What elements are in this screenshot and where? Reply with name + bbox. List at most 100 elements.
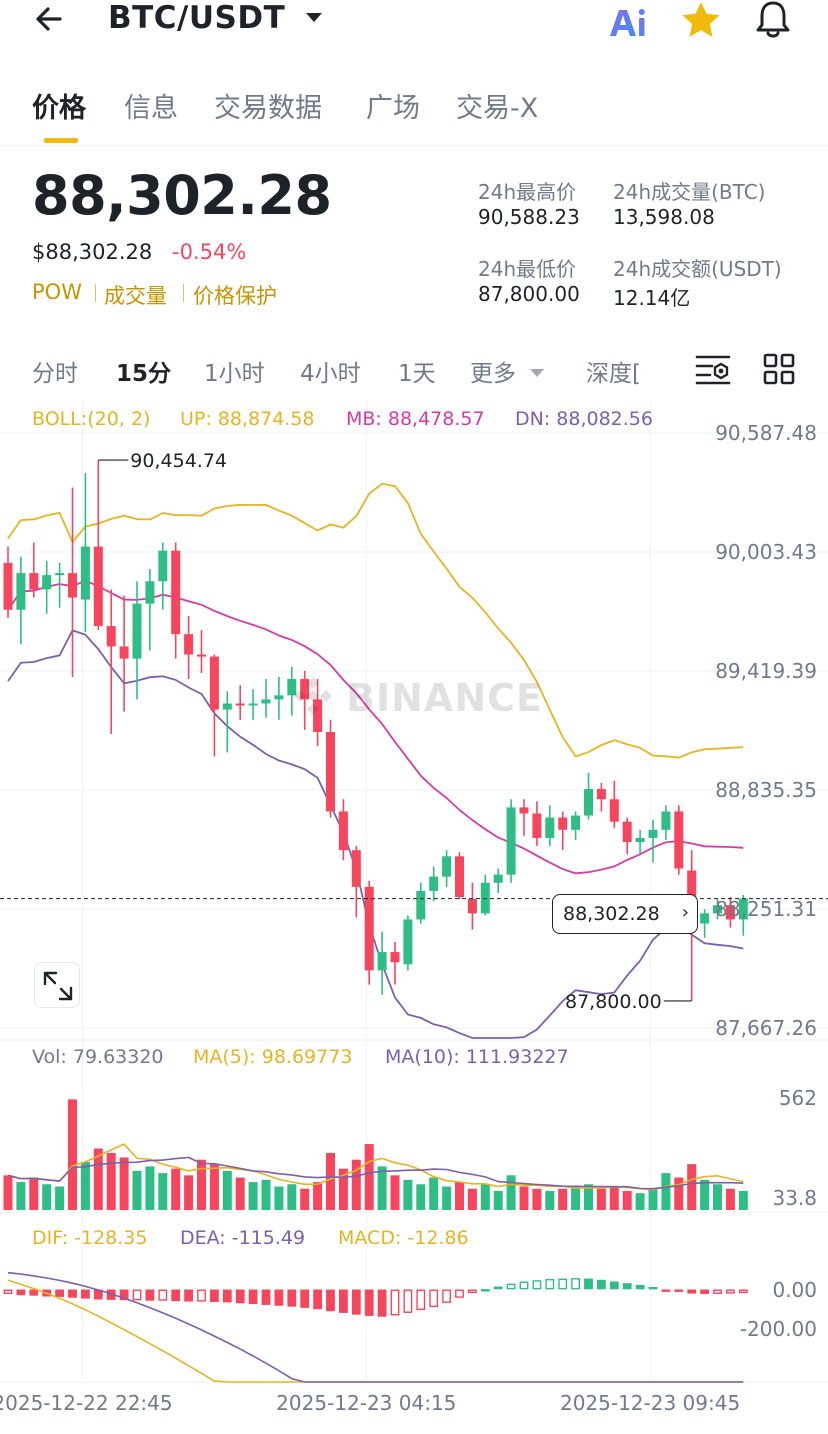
macd-histogram-bar xyxy=(403,1289,413,1313)
notification-bell-icon[interactable] xyxy=(752,0,794,40)
macd-histogram-bar xyxy=(738,1289,748,1294)
macd-histogram-bar xyxy=(519,1281,529,1290)
volume-bar xyxy=(558,1188,568,1210)
interval-more[interactable]: 更多 xyxy=(470,361,516,387)
tab-info[interactable]: 信息 xyxy=(124,93,178,124)
candle-body xyxy=(80,546,90,600)
volume-bar xyxy=(674,1177,684,1210)
interval-15m[interactable]: 15分 xyxy=(116,361,172,387)
candle-body xyxy=(197,654,206,657)
candle-body xyxy=(442,856,452,877)
boll-legend-name: BOLL:(20, 2) xyxy=(32,408,151,430)
macd-histogram-bar xyxy=(209,1289,219,1302)
macd-histogram-bar xyxy=(597,1279,606,1290)
macd-histogram-bar xyxy=(145,1289,155,1301)
macd-histogram-bar xyxy=(119,1289,129,1301)
macd-histogram-bar xyxy=(713,1289,722,1294)
high-annotation-label: 90,454.74 xyxy=(130,450,227,472)
interval-1h[interactable]: 1小时 xyxy=(204,361,265,387)
macd-histogram-bar xyxy=(184,1289,193,1302)
volume-bar xyxy=(209,1164,219,1210)
macd-histogram-bar xyxy=(609,1281,619,1290)
volume-bar xyxy=(197,1159,206,1210)
candle-body xyxy=(209,656,219,710)
volume-bar xyxy=(261,1179,271,1210)
macd-panel: 0.00 -200.00 xyxy=(3,1271,817,1383)
time-axis-label: 2025-12-23 04:15 xyxy=(276,1391,456,1415)
tag-pow[interactable]: POW xyxy=(32,280,82,304)
volume-bar xyxy=(493,1190,503,1210)
macd-legend-macd: MACD: -12.86 xyxy=(338,1227,469,1249)
time-axis-label: 2025-12-22 22:45 xyxy=(0,1391,173,1415)
volume-bar xyxy=(158,1173,168,1210)
interval-1d[interactable]: 1天 xyxy=(398,361,436,387)
fullscreen-expand-icon[interactable] xyxy=(34,962,80,1008)
interval-timeline[interactable]: 分时 xyxy=(32,361,78,387)
volume-bar xyxy=(700,1179,710,1210)
price-axis-label: 90,003.43 xyxy=(715,540,817,564)
interval-4h[interactable]: 4小时 xyxy=(300,361,361,387)
candle-body xyxy=(171,550,181,635)
volume-bar xyxy=(80,1161,90,1210)
volume-bar xyxy=(300,1188,310,1210)
volume-bar xyxy=(248,1182,258,1210)
volume-bar xyxy=(145,1166,155,1210)
macd-histogram-bar xyxy=(274,1289,284,1306)
caret-down-icon[interactable] xyxy=(528,364,546,383)
tag-price-protection[interactable]: 价格保护 xyxy=(193,284,277,308)
grid-layout-icon[interactable] xyxy=(762,352,796,386)
indicator-settings-icon[interactable] xyxy=(694,352,732,386)
pair-title[interactable]: BTC/USDT xyxy=(108,0,286,36)
caret-down-icon[interactable] xyxy=(304,10,324,29)
tab-price[interactable]: 价格 xyxy=(32,93,86,124)
macd-histogram-bar xyxy=(635,1284,645,1290)
boll-legend-up: UP: 88,874.58 xyxy=(180,408,315,430)
boll-upper-line xyxy=(7,482,744,759)
tab-square[interactable]: 广场 xyxy=(366,93,420,124)
current-price-label: 88,302.28 xyxy=(563,903,660,925)
candle-body xyxy=(455,856,464,898)
candle-body xyxy=(390,952,400,963)
candle-body xyxy=(635,837,645,843)
macd-histogram-bar xyxy=(674,1289,684,1292)
macd-histogram-bar xyxy=(132,1289,142,1301)
macd-histogram-bar xyxy=(416,1289,426,1310)
macd-dea-line xyxy=(7,1271,744,1383)
candle-body xyxy=(93,546,103,627)
volume-bar xyxy=(377,1166,387,1210)
candle-body xyxy=(609,799,619,822)
kline-chart[interactable]: 90,454.74 87,800.00 562 33.8 0.00 -200.00 9… xyxy=(0,400,828,1434)
favorite-star-icon[interactable] xyxy=(680,0,722,40)
vol-legend-ma10: MA(10): 111.93227 xyxy=(385,1046,569,1068)
macd-histogram-bar xyxy=(313,1289,322,1310)
volume-bar xyxy=(713,1184,722,1210)
volume-bar xyxy=(390,1175,400,1210)
volume-bar xyxy=(68,1099,77,1210)
candle-body xyxy=(545,817,555,838)
boll-middle-line xyxy=(7,579,744,875)
volume-bar xyxy=(609,1186,619,1210)
tag-volume[interactable]: 成交量 xyxy=(104,284,167,308)
volume-bar xyxy=(106,1152,116,1210)
candle-body xyxy=(519,807,529,814)
current-price-marker[interactable]: 88,302.28 › xyxy=(552,894,698,934)
volume-bar xyxy=(429,1177,439,1210)
back-arrow-icon[interactable] xyxy=(30,0,78,40)
tab-trade-x[interactable]: 交易-X xyxy=(456,93,539,124)
candle-body xyxy=(119,646,129,659)
macd-histogram-bar xyxy=(3,1289,13,1294)
volume-bar xyxy=(480,1184,490,1210)
boll-legend-mb: MB: 88,478.57 xyxy=(346,408,485,430)
macd-histogram-bar xyxy=(558,1278,568,1290)
macd-histogram-bar xyxy=(326,1289,335,1312)
interval-depth[interactable]: 深度[ xyxy=(586,361,641,387)
ai-assistant-icon[interactable] xyxy=(606,4,650,40)
stat-low-label: 24h最低价 xyxy=(478,257,577,281)
candle-body xyxy=(700,913,710,924)
macd-histogram-bar xyxy=(480,1289,490,1292)
tab-trading-data[interactable]: 交易数据 xyxy=(214,93,322,124)
macd-histogram-bar xyxy=(248,1289,258,1305)
volume-bar xyxy=(222,1170,232,1210)
price-axis-label: 88,835.35 xyxy=(715,778,817,802)
volume-bar xyxy=(725,1188,735,1210)
